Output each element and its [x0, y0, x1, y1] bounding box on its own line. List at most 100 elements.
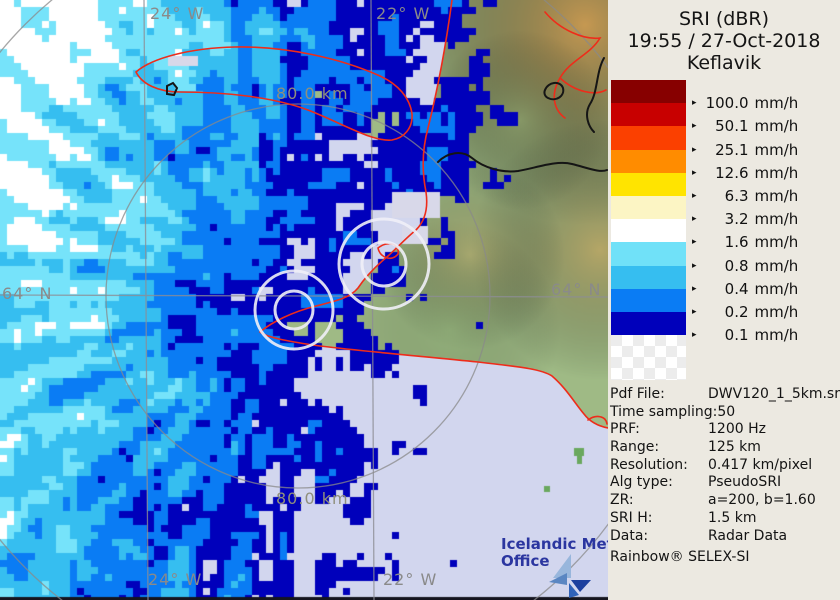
legend-color-band — [611, 195, 686, 220]
metadata-value: 125 km — [708, 439, 761, 456]
meridian-22w — [370, 0, 375, 600]
contour-black — [166, 57, 608, 173]
metadata-label: Data: — [610, 527, 649, 544]
contour-river — [437, 152, 608, 173]
metadata-label: Resolution: — [610, 456, 688, 473]
legend-unit: mm/h — [754, 117, 799, 136]
metadata-value: Radar Data — [708, 527, 788, 544]
metadata-label: Time sampling: — [610, 403, 718, 420]
graticule-lines — [0, 0, 608, 600]
metadata-row: Data: Radar Data — [610, 528, 840, 546]
map-overlay — [0, 0, 608, 600]
legend-unit: mm/h — [754, 303, 799, 321]
legend-tick-arrow-icon: ▸ — [692, 121, 697, 132]
meridian-24w — [143, 0, 149, 600]
legend-tick-arrow-icon: ▸ — [692, 167, 697, 178]
legend-unit: mm/h — [754, 94, 799, 113]
legend-tick-arrow-icon: ▸ — [692, 307, 697, 317]
metadata-value: DWV120_1_5km.sri — [708, 386, 840, 402]
legend-color-band — [611, 172, 686, 196]
legend-row: ▸ 12.6 mm/h — [692, 164, 838, 182]
legend-unit: mm/h — [754, 233, 799, 252]
range-80km-bottom: 80.0 km — [276, 489, 349, 508]
metadata-row: Time sampling: 50 — [610, 404, 840, 422]
contour-loop — [543, 82, 565, 101]
legend-row: ▸ 3.2 mm/h — [692, 210, 838, 228]
metadata-row: Alg type: PseudoSRI — [610, 474, 840, 492]
metadata-label: ZR: — [610, 492, 634, 509]
legend-value: 3.2 — [724, 210, 749, 229]
legend-unit: mm/h — [754, 163, 799, 182]
software-name: Rainbow® SELEX-SI — [610, 549, 750, 565]
legend-row: ▸ 6.3 mm/h — [692, 187, 838, 205]
legend-value: 50.1 — [715, 117, 749, 136]
metadata-row: ZR: a=200, b=1.60 — [610, 492, 840, 510]
metadata-value: 1200 Hz — [708, 421, 766, 438]
metadata-label: Pdf File: — [610, 386, 665, 402]
legend-row: ▸ 50.1 mm/h — [692, 117, 838, 135]
legend-tick-arrow-icon: ▸ — [692, 237, 697, 248]
lat-64n-left: 64° N — [2, 284, 53, 303]
metadata-row: PRF: 1200 Hz — [610, 421, 840, 439]
legend-unit: mm/h — [754, 210, 799, 229]
coastline-red — [135, 0, 608, 429]
metadata-value: 50 — [717, 403, 736, 420]
legend-tick-arrow-icon: ▸ — [692, 144, 697, 155]
legend-color-band — [611, 126, 686, 150]
legend-row: ▸ 0.2 mm/h — [692, 303, 838, 321]
radar-site-markers — [253, 217, 431, 351]
radar-precipitation-canvas — [0, 0, 608, 600]
metadata-row: Pdf File: DWV120_1_5km.sri — [610, 386, 840, 404]
legend-row: ▸ 0.1 mm/h — [692, 326, 838, 344]
lon-24w-top: 24° W — [150, 4, 205, 23]
legend-value: 1.6 — [724, 233, 749, 252]
site-ring-reykjavik-inner — [360, 240, 408, 288]
legend-color-band — [611, 265, 686, 289]
metadata-label: SRI H: — [610, 509, 653, 526]
legend-tick-arrow-icon: ▸ — [692, 330, 697, 341]
legend-color-band — [611, 103, 686, 127]
legend-tick-arrow-icon: ▸ — [692, 260, 697, 271]
legend-color-band — [611, 80, 686, 104]
metadata-row: Range: 125 km — [610, 439, 840, 457]
legend-tick-arrow-icon: ▸ — [692, 283, 697, 294]
contour-small — [166, 81, 179, 97]
product-name: SRI (dBR) — [678, 8, 770, 30]
lon-22w-bottom: 22° W — [383, 570, 438, 589]
legend-row: ▸ 0.4 mm/h — [692, 280, 838, 298]
legend-value: 100.0 — [705, 94, 749, 113]
logo-text-line1: Icelandic Met — [501, 535, 608, 553]
legend-unit: mm/h — [754, 279, 799, 298]
legend-value: 0.8 — [724, 256, 749, 275]
info-panel: SRI (dBR) 19:55 / 27-Oct-2018 Keflavik ▸… — [608, 0, 840, 600]
metadata-value: PseudoSRI — [708, 474, 782, 491]
metadata-value: 1.5 km — [708, 509, 757, 526]
site-ring-keflavik-outer — [253, 269, 335, 351]
metadata-row: Resolution: 0.417 km/pixel — [610, 457, 840, 475]
legend-row: ▸ 25.1 mm/h — [692, 141, 838, 159]
radar-map: 24° W 22° W 24° W 22° W 64° N 64° N 80.0 km 80.… — [0, 0, 608, 600]
product-datetime: 19:55 / 27-Oct-2018 — [627, 30, 821, 52]
legend-tick-arrow-icon: ▸ — [692, 191, 697, 201]
legend-value: 0.4 — [724, 279, 749, 298]
range-80km-top: 80.0 km — [276, 84, 349, 103]
metadata-label: PRF: — [610, 421, 640, 438]
range-rings — [0, 0, 608, 600]
site-ring-reykjavik-outer — [337, 217, 431, 311]
legend-color-band — [611, 311, 686, 336]
lat-64n-right: 64° N — [551, 280, 602, 299]
coast-reykjavik-detail — [377, 242, 608, 425]
legend-tick-arrow-icon: ▸ — [692, 98, 697, 109]
legend-colorbar — [611, 80, 686, 336]
legend-unit: mm/h — [754, 326, 799, 345]
legend-color-band — [611, 242, 686, 266]
metadata-label: Range: — [610, 439, 660, 456]
legend-row: ▸ 100.0 mm/h — [692, 94, 838, 112]
metadata-value: 0.417 km/pixel — [708, 456, 813, 473]
legend-color-band — [611, 149, 686, 173]
legend-value: 0.2 — [724, 303, 749, 321]
metadata-label: Alg type: — [610, 474, 673, 491]
legend-value: 6.3 — [724, 187, 749, 205]
legend-color-band — [611, 288, 686, 312]
